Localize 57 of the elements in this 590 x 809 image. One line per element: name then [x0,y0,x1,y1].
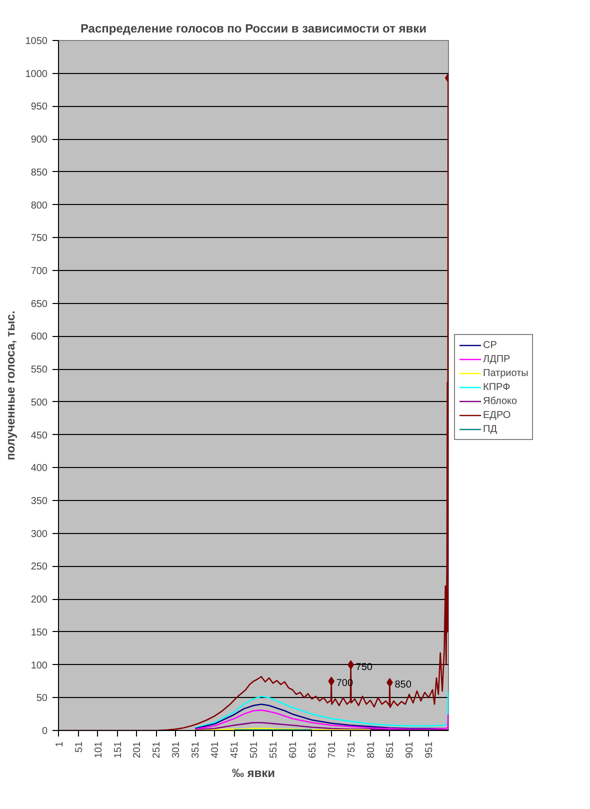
legend-label: ПД [483,424,498,434]
x-tick-label: 101 [93,741,104,758]
chart-title: Распределение голосов по России в зависимости от явки [80,22,427,36]
x-tick-label: 201 [132,741,144,758]
x-axis-title: ‰ явки [232,766,276,780]
legend-label: Яблоко [483,396,518,406]
y-tick-label: 500 [30,397,48,408]
y-tick-label: 450 [30,430,48,442]
x-tick-label: 151 [112,741,124,758]
x-tick-label: 451 [230,741,241,758]
x-tick-label: 551 [268,741,280,758]
legend-label: КПРФ [483,382,510,392]
x-tick-label: 651 [307,741,318,758]
annotation: 850 [394,680,412,691]
x-tick-label: 301 [171,741,182,758]
x-tick-label: 601 [288,741,299,758]
y-tick-label: 1000 [25,68,48,80]
x-tick-label: 251 [152,741,163,758]
legend-label: Патриоты [483,368,528,378]
line-series [194,722,448,730]
y-tick-label: 850 [30,167,48,178]
y-tick-label: 200 [30,594,48,606]
y-tick-label: 700 [30,266,48,277]
y-tick-label: 350 [30,496,48,507]
y-tick-label: 100 [30,660,48,672]
y-tick-label: 300 [30,528,48,540]
x-tick-label: 951 [424,741,436,758]
x-tick-label: 1 [54,741,66,748]
x-tick-label: 851 [385,741,396,758]
x-tick-label: 351 [190,741,202,758]
line-series [194,690,448,729]
y-tick-label: 250 [30,562,48,573]
x-tick-label: 751 [346,741,358,758]
y-tick-label: 650 [30,298,48,310]
legend-label: ЕДРО [483,410,511,420]
point [328,676,335,686]
line-series [194,709,448,730]
y-tick-label: 800 [30,200,48,212]
x-tick-label: 901 [404,741,416,758]
y-axis-title: полученные голоса, тыс. [3,310,18,460]
x-tick-label: 701 [326,741,338,758]
y-tick-label: 600 [30,332,48,343]
legend-label: ЛДПР [483,354,510,364]
y-tick-label: 50 [36,693,48,704]
y-tick-label: 1050 [25,36,48,47]
y-tick-label: 0 [42,726,48,737]
legend-label: СР [483,340,498,350]
y-tick-label: 950 [30,102,48,113]
y-tick-label: 150 [30,627,48,638]
y-tick-label: 400 [30,463,48,474]
x-tick-label: 401 [210,741,222,758]
x-tick-label: 501 [249,741,260,758]
y-tick-label: 750 [30,233,48,244]
x-tick-label: 801 [366,741,377,758]
y-tick-label: 550 [30,364,48,376]
x-tick-label: 51 [74,741,85,753]
y-tick-label: 900 [30,134,48,146]
